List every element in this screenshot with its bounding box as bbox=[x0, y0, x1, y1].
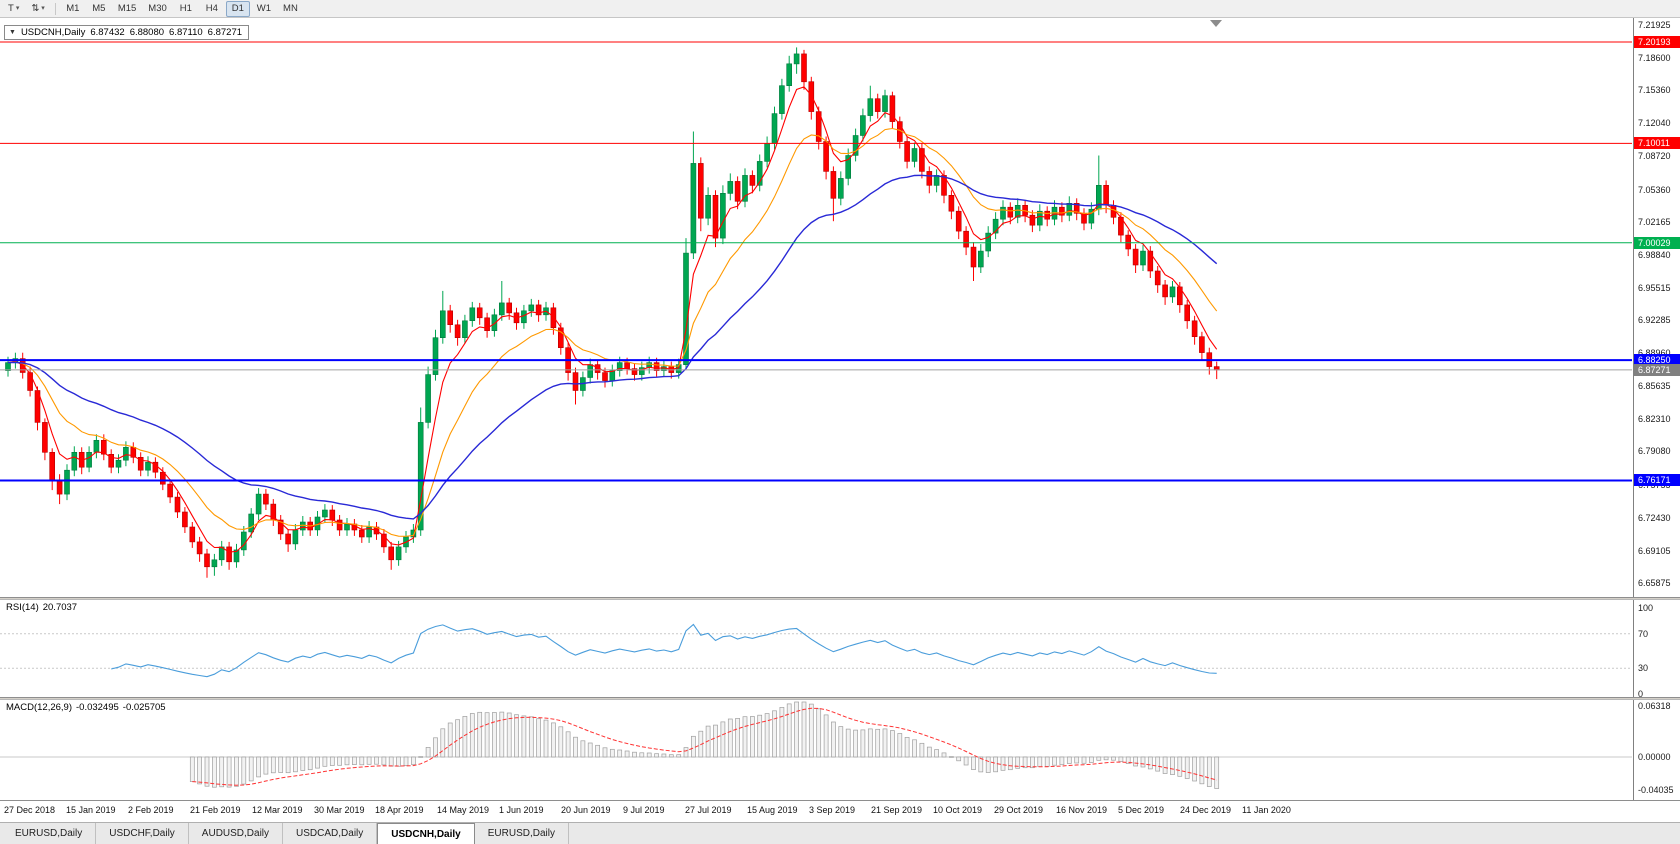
timeframe-m5-button[interactable]: M5 bbox=[92, 2, 106, 14]
ohlc-high-value: 6.88080 bbox=[129, 27, 165, 38]
chart-tab-usdcnh-daily[interactable]: USDCNH,Daily bbox=[377, 823, 475, 844]
price-tick-label: 6.72430 bbox=[1638, 513, 1671, 523]
current-price-badge: 6.87271 bbox=[1634, 364, 1680, 376]
rsi-tick-label: 30 bbox=[1638, 663, 1649, 673]
price-tick-label: 6.88960 bbox=[1638, 348, 1671, 358]
timeframe-d1-button[interactable]: D1 bbox=[225, 0, 250, 17]
level-price-badge: 7.10011 bbox=[1634, 137, 1680, 149]
level-price-badge: 7.00029 bbox=[1634, 237, 1680, 249]
panel-separator[interactable] bbox=[0, 697, 1680, 700]
time-axis-label: 5 Dec 2019 bbox=[1118, 805, 1165, 815]
toolbar-separator bbox=[54, 2, 56, 15]
time-axis-label: 27 Dec 2018 bbox=[4, 805, 56, 815]
time-axis-label: 1 Jun 2019 bbox=[499, 805, 544, 815]
panel-separator[interactable] bbox=[0, 597, 1680, 600]
ohlc-close-value: 6.87271 bbox=[207, 27, 243, 38]
chart-canvas[interactable] bbox=[0, 18, 1632, 800]
timeframe-toolbar: T ▾ ⇅ ▾ M1 M5 M15 M30 H1 H4 D1 W1 MN bbox=[0, 0, 1680, 18]
rsi-indicator-label: RSI(14) 20.7037 bbox=[6, 602, 81, 613]
price-tick-label: 6.98840 bbox=[1638, 250, 1671, 260]
time-axis-label: 21 Feb 2019 bbox=[190, 805, 241, 815]
rsi-indicator-value: 20.7037 bbox=[42, 602, 78, 613]
price-tick-label: 6.95515 bbox=[1638, 283, 1671, 293]
macd-signal-value: -0.025705 bbox=[122, 702, 166, 713]
ohlc-low-value: 6.87110 bbox=[169, 27, 203, 38]
time-axis-label: 15 Jan 2019 bbox=[66, 805, 116, 815]
rsi-indicator-name: RSI(14) bbox=[6, 602, 39, 613]
time-axis-label: 27 Jul 2019 bbox=[685, 805, 732, 815]
rsi-tick-label: 100 bbox=[1638, 603, 1654, 613]
price-tick-label: 6.69105 bbox=[1638, 546, 1671, 556]
chart-tabs-bar: EURUSD,Daily USDCHF,Daily AUDUSD,Daily USDC… bbox=[0, 822, 1680, 844]
time-axis-label: 15 Aug 2019 bbox=[747, 805, 798, 815]
time-axis-label: 18 Apr 2019 bbox=[375, 805, 424, 815]
scroll-tool-icon: ⇅ bbox=[31, 2, 40, 14]
time-axis-label: 2 Feb 2019 bbox=[128, 805, 174, 815]
timeframe-m1-button[interactable]: M1 bbox=[66, 2, 80, 14]
time-axis-label: 29 Oct 2019 bbox=[994, 805, 1044, 815]
chart-title: ▼ USDCNH,Daily 6.87432 6.88080 6.87110 6… bbox=[4, 25, 250, 40]
time-axis-label: 14 May 2019 bbox=[437, 805, 490, 815]
time-axis-label: 21 Sep 2019 bbox=[871, 805, 923, 815]
timeframe-h4-button[interactable]: H4 bbox=[205, 2, 218, 14]
chart-symbol-label: USDCNH,Daily bbox=[20, 27, 86, 38]
price-tick-label: 6.82310 bbox=[1638, 414, 1671, 424]
level-price-badge: 6.88250 bbox=[1634, 354, 1680, 366]
timeframe-m15-button[interactable]: M15 bbox=[117, 2, 137, 14]
text-tool-icon: T bbox=[8, 2, 14, 14]
chart-tab-usdchf-daily[interactable]: USDCHF,Daily bbox=[96, 823, 189, 844]
level-price-badge: 7.20193 bbox=[1634, 36, 1680, 48]
time-axis-label: 24 Dec 2019 bbox=[1180, 805, 1232, 815]
chart-tab-audusd-daily[interactable]: AUDUSD,Daily bbox=[189, 823, 284, 844]
ohlc-open-value: 6.87432 bbox=[90, 27, 125, 38]
price-tick-label: 7.15360 bbox=[1638, 85, 1671, 95]
time-axis-label: 11 Jan 2020 bbox=[1242, 805, 1291, 815]
price-tick-label: 7.21925 bbox=[1638, 20, 1671, 30]
timeframe-m30-button[interactable]: M30 bbox=[148, 2, 167, 14]
time-axis-label: 10 Oct 2019 bbox=[933, 805, 983, 815]
timeframe-h1-button[interactable]: H1 bbox=[179, 2, 192, 14]
macd-main-value: -0.032495 bbox=[76, 702, 119, 713]
macd-tick-label: -0.04035 bbox=[1638, 785, 1674, 795]
rsi-tick-label: 70 bbox=[1638, 629, 1649, 639]
scroll-tool-button[interactable]: ⇅ ▾ bbox=[26, 1, 49, 17]
level-price-badge: 6.76171 bbox=[1634, 474, 1680, 486]
time-axis-label: 20 Jun 2019 bbox=[561, 805, 611, 815]
macd-tick-label: 0.06318 bbox=[1638, 701, 1671, 711]
dropdown-caret-icon: ▾ bbox=[41, 4, 45, 12]
price-tick-label: 7.02165 bbox=[1638, 217, 1671, 227]
one-click-trading-arrow-icon[interactable]: ▼ bbox=[9, 29, 16, 36]
timeframe-mn-button[interactable]: MN bbox=[283, 2, 298, 14]
price-tick-label: 7.08720 bbox=[1638, 151, 1671, 161]
price-tick-label: 6.92285 bbox=[1638, 315, 1671, 325]
price-tick-label: 7.12040 bbox=[1638, 118, 1671, 128]
price-axis[interactable]: 7.21925 7.18600 7.15360 7.12040 7.08720 7.053… bbox=[1633, 18, 1680, 800]
time-axis-label: 9 Jul 2019 bbox=[623, 805, 665, 815]
price-tick-label: 7.18600 bbox=[1638, 53, 1671, 63]
time-axis-label: 3 Sep 2019 bbox=[809, 805, 856, 815]
chart-tab-eurusd-daily[interactable]: EURUSD,Daily bbox=[475, 823, 569, 844]
time-axis-label: 12 Mar 2019 bbox=[252, 805, 303, 815]
timeframe-w1-button[interactable]: W1 bbox=[256, 2, 272, 14]
rsi-tick-label: 0 bbox=[1638, 689, 1644, 699]
time-axis-label: 16 Nov 2019 bbox=[1056, 805, 1108, 815]
macd-indicator-name: MACD(12,26,9) bbox=[6, 702, 72, 713]
macd-indicator-label: MACD(12,26,9) -0.032495 -0.025705 bbox=[6, 702, 170, 713]
dropdown-caret-icon: ▾ bbox=[15, 4, 20, 12]
price-tick-label: 6.79080 bbox=[1638, 446, 1671, 456]
price-tick-label: 6.85635 bbox=[1638, 381, 1671, 391]
time-axis[interactable]: 27 Dec 2018 15 Jan 2019 2 Feb 2019 21 Feb 2… bbox=[0, 800, 1680, 822]
chart-shift-marker-icon bbox=[1210, 20, 1222, 27]
chart-tab-usdcad-daily[interactable]: USDCAD,Daily bbox=[283, 823, 378, 844]
text-tool-button[interactable]: T ▾ bbox=[3, 1, 24, 17]
time-axis-label: 30 Mar 2019 bbox=[314, 805, 365, 815]
chart-tab-eurusd-daily[interactable]: EURUSD,Daily bbox=[2, 823, 97, 844]
macd-tick-label: 0.00000 bbox=[1638, 752, 1671, 762]
price-tick-label: 6.65875 bbox=[1638, 578, 1671, 588]
price-tick-label: 7.05360 bbox=[1638, 185, 1671, 195]
